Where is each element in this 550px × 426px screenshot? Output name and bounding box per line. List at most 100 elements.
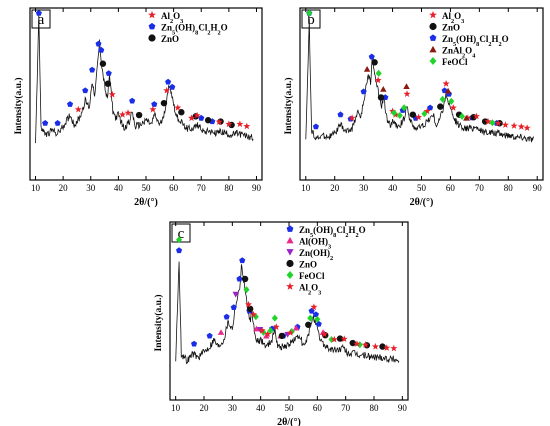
- peak-marker-star: [423, 107, 431, 115]
- panel-a: a 10 20 30 40 50 60 70 80 90 2θ/(°) Intensity(a.u.)…: [0, 0, 275, 210]
- x-tick-label: 50: [285, 403, 295, 413]
- peak-marker-star: [286, 329, 294, 336]
- x-tick-label: 60: [313, 403, 323, 413]
- legend-symbol-circle: [148, 34, 156, 42]
- xrd-pattern-line: [175, 261, 400, 365]
- peak-marker-star: [236, 120, 244, 128]
- peak-marker-star: [250, 310, 258, 318]
- legend-symbol-diamond: [286, 271, 294, 279]
- peak-marker-circle: [178, 109, 185, 116]
- x-tick-label: 10: [171, 403, 181, 413]
- peak-marker-star: [501, 121, 509, 128]
- peak-marker-pentagon: [206, 332, 213, 339]
- peak-marker-circle: [135, 111, 143, 119]
- peak-marker-circle: [409, 111, 417, 118]
- peak-marker-circle: [305, 321, 312, 328]
- peak-marker-star: [383, 344, 391, 351]
- peak-marker-pentagon: [312, 311, 319, 318]
- legend-label: ZnAl2O4: [442, 46, 476, 60]
- peak-marker-pentagon: [169, 83, 176, 90]
- legend-label: Zn5(OH)8Cl2H2O: [299, 225, 366, 239]
- legend-label: ZnO: [442, 23, 460, 33]
- peak-marker-pentagon: [89, 66, 96, 73]
- y-axis-label: Intensity(a.u.): [13, 77, 24, 134]
- peak-marker-star: [484, 117, 492, 125]
- peak-marker-circle: [377, 94, 385, 101]
- x-axis-label: 2θ/(°): [277, 417, 301, 426]
- peak-marker-pentagon: [165, 78, 172, 85]
- peak-marker-star: [362, 341, 369, 348]
- peak-marker-star: [245, 300, 252, 308]
- legend-label: Zn(OH)2: [299, 248, 333, 262]
- peak-marker-star: [449, 104, 457, 111]
- x-tick-label: 60: [169, 183, 179, 193]
- x-tick-label: 70: [475, 183, 485, 193]
- peak-marker-star: [510, 122, 518, 129]
- peak-marker-triangle-down: [232, 291, 239, 298]
- xrd-pattern-line: [305, 18, 535, 143]
- peak-marker-pentagon: [360, 88, 367, 95]
- peak-marker-star: [390, 344, 398, 352]
- peak-marker-circle: [437, 103, 444, 110]
- x-tick-label: 40: [388, 183, 398, 193]
- plot-frame: [169, 221, 409, 401]
- x-tick-label: 10: [301, 183, 311, 193]
- panel-label: a: [31, 9, 51, 29]
- peak-marker-pentagon: [368, 53, 375, 60]
- peak-marker-pentagon: [239, 257, 246, 264]
- peak-marker-circle: [371, 59, 378, 66]
- peak-marker-star: [374, 76, 382, 84]
- peak-marker-pentagon: [223, 313, 230, 320]
- peak-marker-star: [340, 335, 348, 342]
- peak-marker-star: [193, 111, 201, 119]
- peak-marker-star: [442, 80, 450, 87]
- x-tick-label: 80: [504, 183, 514, 193]
- peak-marker-star: [225, 120, 233, 128]
- peak-marker-diamond: [391, 109, 398, 117]
- peak-marker-pentagon: [54, 120, 61, 126]
- peak-marker-star: [353, 340, 361, 347]
- peak-marker-star: [523, 124, 531, 131]
- legend-label: Al2O3: [442, 11, 464, 25]
- peak-marker-diamond: [176, 236, 183, 244]
- peak-marker-star: [149, 105, 157, 113]
- x-tick-label: 90: [533, 183, 543, 193]
- x-tick-label: 20: [330, 183, 340, 193]
- peak-marker-diamond: [448, 97, 455, 105]
- panel-label: c: [171, 223, 191, 243]
- chart-a-svg: a 10 20 30 40 50 60 70 80 90 2θ/(°) Intensity(a.u.)…: [13, 7, 263, 208]
- legend-label: Al2O3: [161, 11, 183, 25]
- peak-marker-pentagon: [98, 46, 105, 53]
- peak-marker-star: [320, 330, 328, 338]
- legend-label: FeOCl: [299, 271, 325, 281]
- peak-marker-diamond: [421, 110, 428, 118]
- svg-text:b: b: [307, 12, 315, 28]
- peak-marker-star: [74, 105, 82, 113]
- legend-symbol-star: [286, 282, 294, 290]
- peak-marker-pentagon: [198, 114, 205, 121]
- x-tick-label: 10: [31, 183, 41, 193]
- legend-symbol-circle: [286, 259, 294, 268]
- peak-marker-diamond: [307, 314, 314, 322]
- peak-marker-star: [517, 123, 525, 130]
- legend-label: Al2O3: [299, 283, 321, 297]
- peak-marker-star: [188, 114, 196, 122]
- legend-label: Zn5(OH)8Cl2H2O: [442, 34, 509, 48]
- peak-marker-diamond: [396, 112, 403, 119]
- peak-marker-star: [403, 90, 411, 97]
- legend-symbol-triangle: [286, 236, 294, 244]
- legend-label: ZnO: [299, 260, 317, 270]
- peak-marker-star: [389, 107, 397, 115]
- legend-label: FeOCl: [442, 57, 468, 67]
- peak-marker-star: [215, 118, 223, 125]
- peak-marker-circle: [241, 275, 249, 283]
- peak-marker-triangle: [403, 83, 410, 89]
- peak-marker-star: [494, 119, 502, 127]
- panel-c: c 10 20 30 40 50 60 70 80 90 2θ/(°) Intensity(a.u.)…: [140, 216, 420, 426]
- peak-marker-diamond: [271, 314, 278, 322]
- peak-marker-star: [330, 335, 338, 343]
- peak-marker-triangle: [380, 86, 387, 92]
- legend-label: Al(OH)3: [299, 237, 331, 251]
- peak-marker-triangle: [253, 325, 260, 332]
- peak-marker-diamond: [267, 327, 274, 335]
